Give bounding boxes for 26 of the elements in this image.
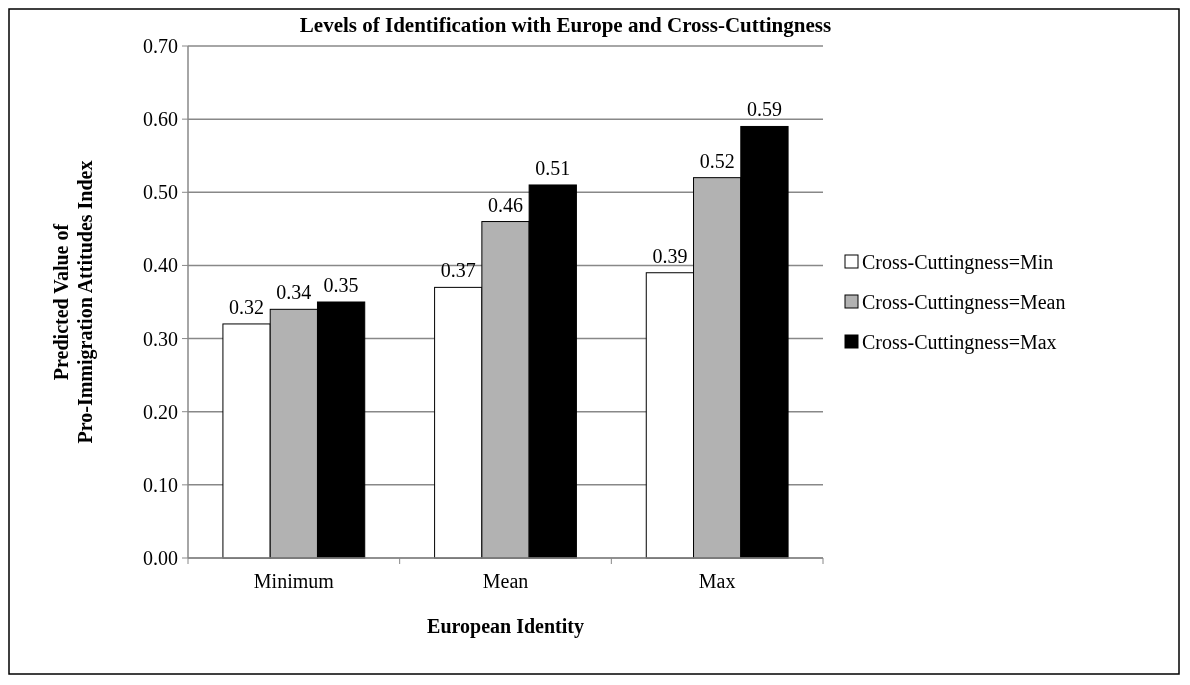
data-label: 0.34 [276,281,312,304]
x-axis-title: European Identity [427,615,584,638]
y-tick-label: 0.00 [143,547,178,569]
x-tick-label: Max [698,570,736,592]
data-label: 0.51 [535,156,571,179]
y-tick-label: 0.50 [143,181,178,204]
legend-label: Cross-Cuttingness=Max [862,331,1057,354]
y-tick-label: 0.10 [143,473,178,496]
data-label: 0.52 [699,149,735,172]
x-tick-label: Minimum [253,570,335,592]
y-tick-label: 0.70 [143,35,178,57]
data-label: 0.35 [323,274,359,296]
y-tick-label: 0.20 [143,400,178,423]
y-axis-title: Predicted Value of Pro-Immigration Attitudes Index [50,160,97,444]
data-label: 0.32 [229,295,265,318]
x-tick-label: Mean [482,570,529,592]
y-tick-label: 0.60 [143,108,178,131]
legend-label: Cross-Cuttingness=Min [862,251,1054,274]
data-label: 0.37 [440,259,476,282]
data-label: 0.39 [652,244,688,267]
y-tick-label: 0.30 [143,327,178,350]
chart-title: Levels of Identification with Europe and Cross-Cuttingness [299,13,832,37]
y-tick-label: 0.40 [143,254,178,277]
data-label: 0.59 [746,98,782,121]
data-label: 0.46 [488,193,523,216]
legend-label: Cross-Cuttingness=Mean [862,291,1066,314]
